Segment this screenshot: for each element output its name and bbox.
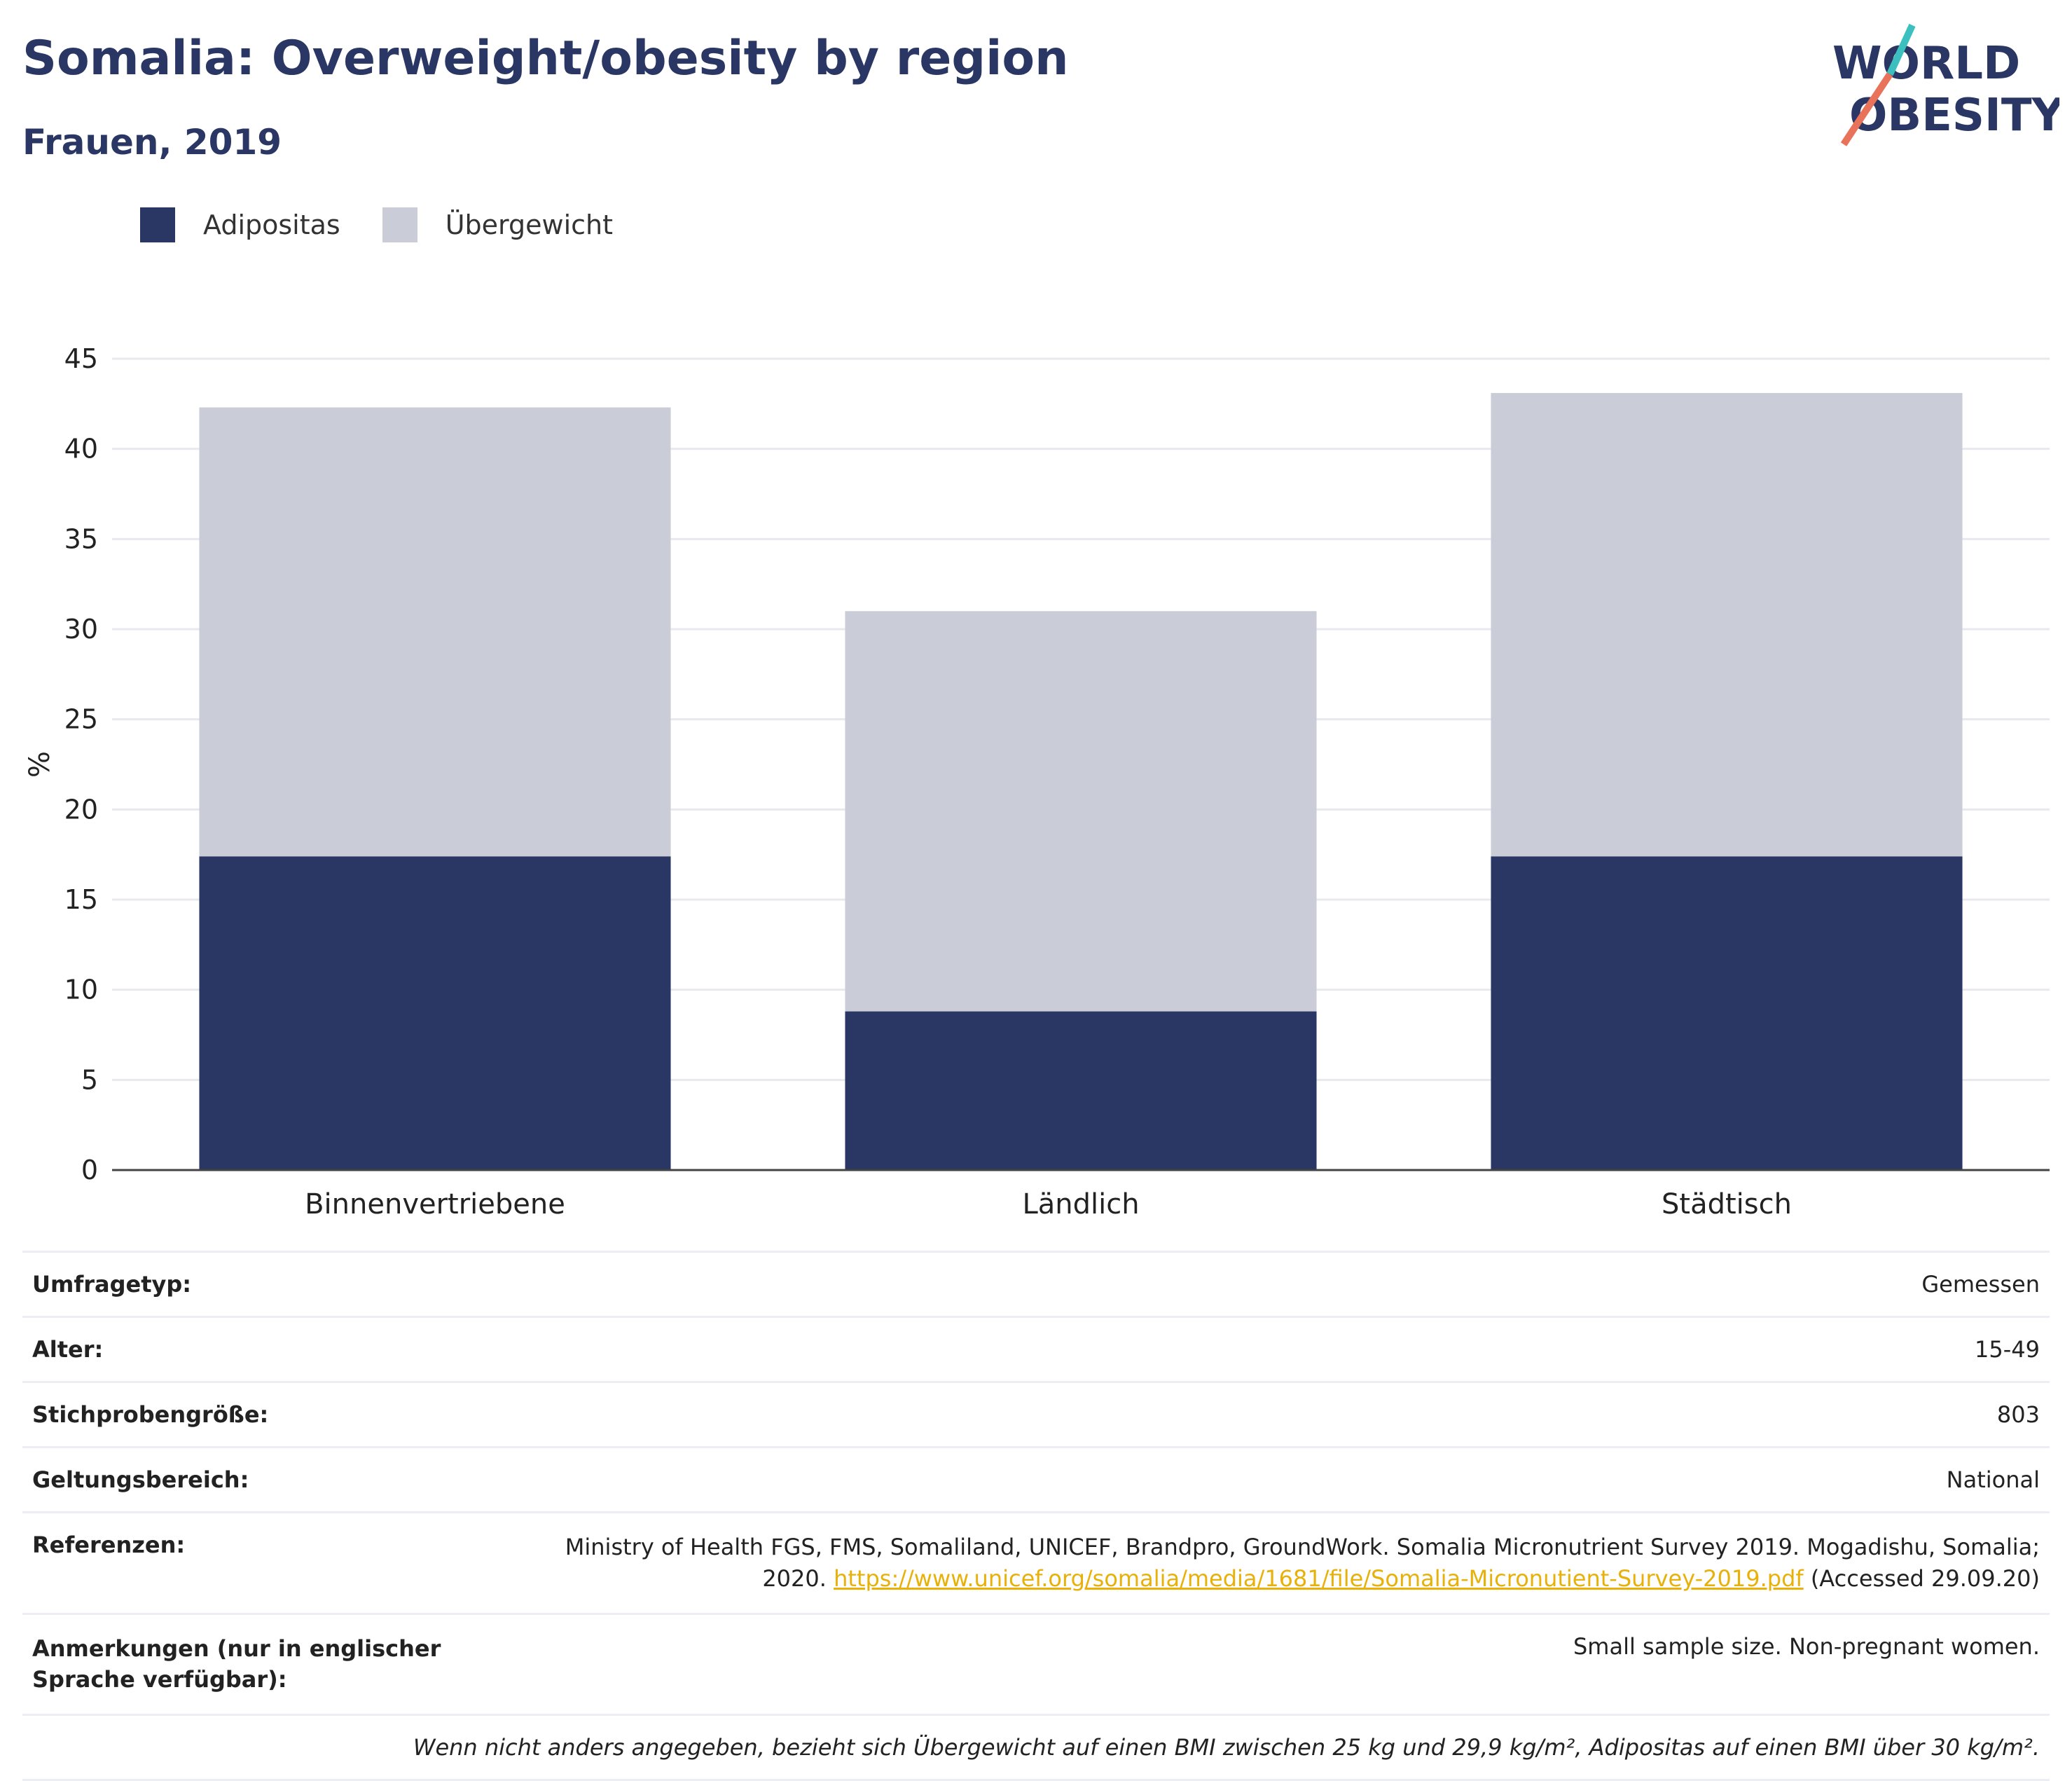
bar-uebergewicht (845, 611, 1317, 1012)
y-tick-label: 40 (64, 434, 98, 465)
info-value: 15-49 (1975, 1336, 2040, 1363)
info-table: Umfragetyp: Gemessen Alter: 15-49 Stichp… (22, 1251, 2050, 1781)
page-subtitle: Frauen, 2019 (22, 122, 282, 163)
y-tick-label: 45 (64, 343, 98, 374)
logo-line1: WORLD (1832, 38, 2020, 90)
page-title: Somalia: Overweight/obesity by region (22, 31, 1069, 86)
y-axis-label: % (24, 751, 56, 778)
info-label: Anmerkungen (nur in englischer Sprache v… (32, 1635, 441, 1693)
reference-line1: Ministry of Health FGS, FMS, Somaliland,… (565, 1534, 2040, 1560)
legend-swatch-adipositas (140, 207, 175, 242)
x-tick-label: Ländlich (1022, 1188, 1139, 1219)
info-row-age: Alter: 15-49 (22, 1316, 2050, 1381)
info-label: Stichprobengröße: (32, 1401, 269, 1428)
legend-item-adipositas[interactable]: Adipositas (140, 207, 340, 242)
world-obesity-logo: WORLD OBESITY (1832, 23, 2059, 146)
bar-adipositas (199, 856, 671, 1170)
info-label: Umfragetyp: (32, 1271, 192, 1298)
y-tick-label: 15 (64, 884, 98, 915)
legend-swatch-uebergewicht (382, 207, 417, 242)
y-tick-label: 5 (81, 1064, 98, 1095)
info-value: 803 (1996, 1401, 2040, 1428)
info-label: Alter: (32, 1336, 104, 1363)
info-label: Geltungsbereich: (32, 1466, 249, 1493)
y-tick-label: 0 (81, 1155, 98, 1185)
info-row-sample-size: Stichprobengröße: 803 (22, 1381, 2050, 1446)
info-value: Gemessen (1921, 1271, 2040, 1298)
info-label: Referenzen: (32, 1532, 186, 1558)
reference-suffix: (Accessed 29.09.20) (1810, 1565, 2040, 1592)
reference-line2-prefix: 2020. (762, 1565, 827, 1592)
reference-text: Ministry of Health FGS, FMS, Somaliland,… (565, 1532, 2040, 1595)
info-value: National (1946, 1466, 2040, 1493)
legend-label-adipositas: Adipositas (203, 209, 340, 240)
bar-adipositas (845, 1011, 1317, 1170)
chart-legend: Adipositas Übergewicht (140, 207, 655, 242)
bar-uebergewicht (199, 407, 671, 857)
x-tick-label: Binnenvertriebene (305, 1188, 565, 1219)
info-row-survey-type: Umfragetyp: Gemessen (22, 1251, 2050, 1316)
logo-line2: OBESITY (1849, 90, 2059, 142)
legend-label-uebergewicht: Übergewicht (445, 209, 613, 240)
stacked-bar-chart: 0 5 10 15 20 25 30 35 40 45% Binnenvertriebene Länd… (24, 343, 2050, 1219)
y-tick-label: 30 (64, 614, 98, 645)
bar-uebergewicht (1491, 392, 1963, 857)
logo-slash-teal (1886, 23, 1916, 76)
info-row-scope: Geltungsbereich: National (22, 1446, 2050, 1511)
y-tick-label: 35 (64, 523, 98, 554)
info-value: Small sample size. Non-pregnant women. (1573, 1632, 2040, 1660)
y-tick-label: 25 (64, 704, 98, 735)
x-tick-label: Städtisch (1662, 1188, 1792, 1219)
logo-slash-coral (1840, 72, 1893, 146)
reference-link[interactable]: https://www.unicef.org/somalia/media/168… (834, 1565, 1804, 1592)
y-tick-label: 20 (64, 794, 98, 825)
info-row-notes: Anmerkungen (nur in englischer Sprache v… (22, 1612, 2050, 1714)
legend-item-uebergewicht[interactable]: Übergewicht (382, 207, 613, 242)
y-tick-label: 10 (64, 975, 98, 1005)
info-row-references: Referenzen: Ministry of Health FGS, FMS,… (22, 1511, 2050, 1613)
footnote: Wenn nicht anders angegeben, bezieht sic… (22, 1714, 2050, 1781)
bar-adipositas (1491, 856, 1963, 1170)
